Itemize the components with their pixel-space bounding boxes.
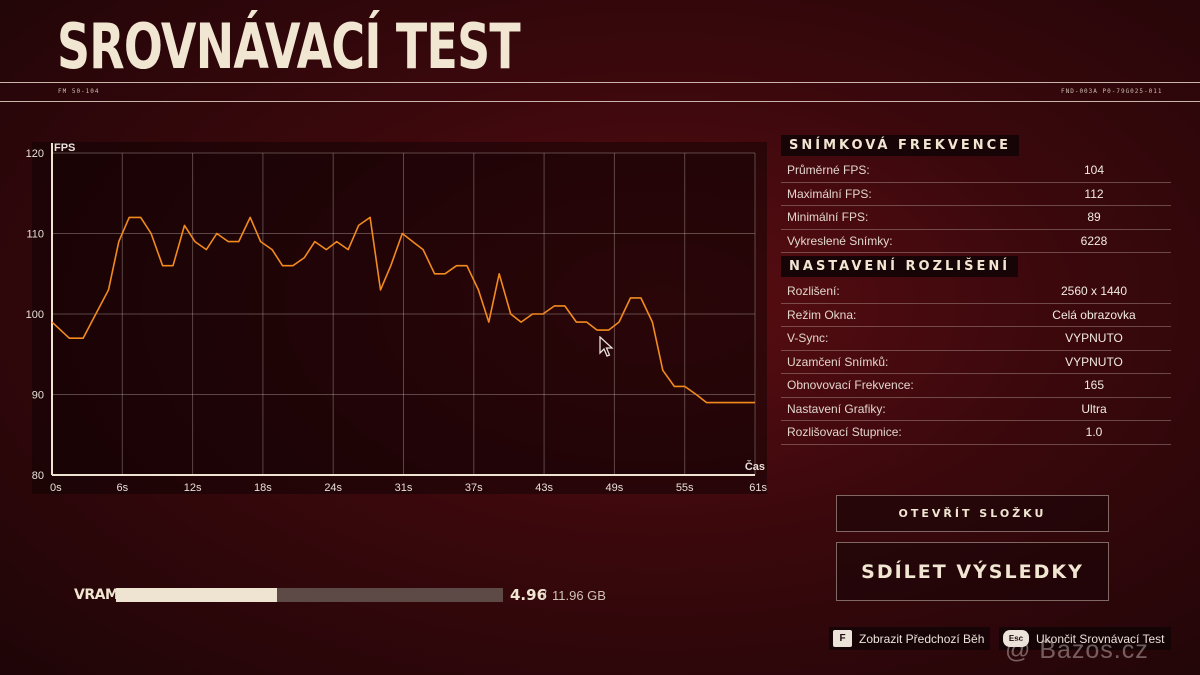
framerate-value: 104: [1083, 163, 1105, 178]
resolution-label: Režim Okna:: [787, 307, 857, 322]
framerate-label: Průměrné FPS:: [787, 163, 870, 178]
x-tick-label: 37s: [465, 482, 483, 494]
resolution-row: Nastavení Grafiky: Ultra: [781, 398, 1171, 421]
exit-benchmark-label: Ukončit Srovnávací Test: [1036, 631, 1165, 646]
resolution-row: Rozlišení: 2560 x 1440: [781, 280, 1171, 304]
open-folder-button[interactable]: OTEVŘÍT SLOŽKU: [836, 495, 1109, 532]
x-tick-label: 24s: [324, 482, 342, 494]
fps-chart-svg: 120 110 100 90 80 0s 6s 12s 18s 24s 31s 37s 43s 49s 55…: [26, 142, 767, 494]
framerate-value: 89: [1087, 210, 1101, 225]
y-tick-label: 110: [26, 229, 44, 241]
title-underline: [0, 82, 1200, 83]
framerate-label: Maximální FPS:: [787, 186, 872, 201]
y-tick-label: 120: [26, 148, 44, 160]
x-tick-label: 43s: [535, 482, 553, 494]
framerate-rows: Průměrné FPS: 104 Maximální FPS: 112 Minimál…: [781, 159, 1171, 253]
framerate-row: Průměrné FPS: 104: [781, 159, 1171, 183]
vram-total: 11.96 GB: [552, 588, 606, 603]
resolution-row: Režim Okna: Celá obrazovka: [781, 304, 1171, 327]
resolution-rows: Rozlišení: 2560 x 1440 Režim Okna: Celá obr…: [781, 280, 1171, 445]
x-tick-label: 55s: [676, 482, 694, 494]
previous-run-hint[interactable]: F Zobrazit Předchozí Běh: [829, 627, 991, 650]
x-tick-label: 12s: [184, 482, 202, 494]
framerate-value: 6228: [1080, 233, 1108, 248]
header-code-left: FM 50-104: [58, 88, 100, 95]
framerate-value: 112: [1084, 186, 1104, 201]
resolution-row: Uzamčení Snímků: VYPNUTO: [781, 351, 1171, 374]
resolution-label: Rozlišení:: [787, 284, 840, 299]
f-key-icon: F: [833, 630, 852, 647]
header-code-right: FND-003A P0-79G025-011: [1061, 88, 1163, 95]
resolution-value: Ultra: [1081, 401, 1107, 416]
x-tick-label: 6s: [116, 482, 128, 494]
resolution-value: 165: [1083, 378, 1105, 393]
resolution-row: Obnovovací Frekvence: 165: [781, 374, 1171, 398]
resolution-value: 2560 x 1440: [1060, 284, 1128, 299]
page-title: SROVNÁVACÍ TEST: [57, 10, 521, 83]
fps-series-line: [51, 216, 755, 404]
framerate-label: Minimální FPS:: [787, 210, 869, 225]
resolution-label: Obnovovací Frekvence:: [787, 378, 914, 393]
resolution-label: V-Sync:: [787, 331, 829, 346]
x-tick-label: 31s: [395, 482, 413, 494]
x-tick-label: 0s: [50, 482, 62, 494]
watermark: @ Bazos.cz: [1005, 636, 1149, 664]
resolution-value: Celá obrazovka: [1052, 307, 1136, 322]
vram-separator: /: [543, 588, 547, 603]
resolution-value: VYPNUTO: [1065, 354, 1123, 369]
exit-benchmark-hint[interactable]: Esc Ukončit Srovnávací Test: [999, 627, 1171, 650]
framerate-heading: SNÍMKOVÁ FREKVENCE: [781, 135, 1020, 156]
resolution-label: Nastavení Grafiky:: [787, 401, 886, 416]
y-tick-label: 80: [32, 470, 44, 482]
y-tick-label: 100: [26, 309, 44, 321]
framerate-row: Vykreslené Snímky: 6228: [781, 230, 1171, 253]
x-tick-label: 18s: [254, 482, 272, 494]
vram-bar: [116, 588, 503, 602]
vram-bar-fill: [116, 588, 277, 602]
fps-chart: 120 110 100 90 80 0s 6s 12s 18s 24s 31s 37s 43s 49s 55…: [0, 130, 780, 500]
chart-background: [32, 142, 767, 494]
esc-key-icon: Esc: [1003, 630, 1029, 647]
resolution-label: Uzamčení Snímků:: [787, 354, 889, 369]
x-axis-label: Čas: [745, 460, 765, 473]
y-tick-label: 90: [32, 390, 44, 402]
vram-used: 4.96: [510, 586, 548, 604]
framerate-row: Maximální FPS: 112: [781, 183, 1171, 206]
framerate-row: Minimální FPS: 89: [781, 206, 1171, 230]
framerate-panel: SNÍMKOVÁ FREKVENCE Průměrné FPS: 104 Maxim…: [781, 135, 1171, 253]
x-tick-label: 49s: [606, 482, 624, 494]
header-divider: [0, 101, 1200, 102]
vram-label: VRAM: [74, 587, 119, 603]
resolution-heading: NASTAVENÍ ROZLIŠENÍ: [781, 256, 1019, 277]
resolution-row: Rozlišovací Stupnice: 1.0: [781, 421, 1171, 445]
resolution-panel: NASTAVENÍ ROZLIŠENÍ Rozlišení: 2560 x 144…: [781, 256, 1171, 445]
resolution-label: Rozlišovací Stupnice:: [787, 425, 902, 440]
x-tick-label: 61s: [749, 482, 767, 494]
previous-run-label: Zobrazit Předchozí Běh: [859, 631, 985, 646]
resolution-value: 1.0: [1085, 425, 1103, 440]
y-axis-label: FPS: [54, 142, 75, 154]
share-results-button[interactable]: SDÍLET VÝSLEDKY: [836, 542, 1109, 601]
mouse-cursor-icon: [599, 336, 614, 357]
resolution-row: V-Sync: VYPNUTO: [781, 327, 1171, 351]
plot-area: [52, 153, 755, 475]
framerate-label: Vykreslené Snímky:: [787, 233, 893, 248]
resolution-value: VYPNUTO: [1065, 331, 1123, 346]
